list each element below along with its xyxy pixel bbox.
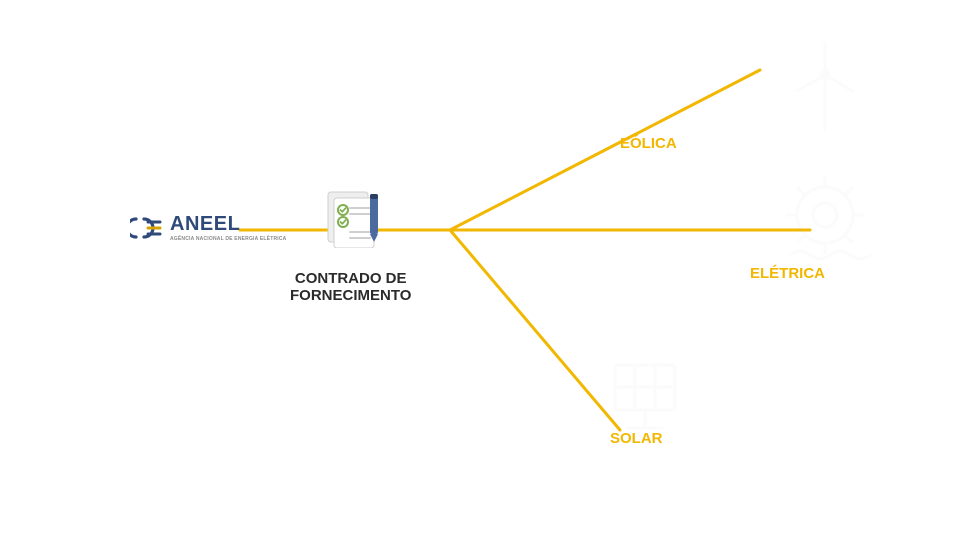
contract-document-icon [320,188,390,248]
label-eletrica: ELÉTRICA [750,265,825,282]
hydro-watermark-icon [770,160,880,275]
diagram-stage: ANEEL AGÊNCIA NACIONAL DE ENERGIA ELÉTRI… [0,0,960,540]
aneel-logo-mark-icon [130,215,164,241]
label-solar: SOLAR [610,430,663,447]
label-eolica: EÓLICA [620,135,677,152]
aneel-logo: ANEEL AGÊNCIA NACIONAL DE ENERGIA ELÉTRI… [130,213,286,242]
label-contrado: CONTRADO DE FORNECIMENTO [290,270,411,305]
aneel-logo-subtext: AGÊNCIA NACIONAL DE ENERGIA ELÉTRICA [170,236,286,242]
wind-watermark-icon [770,30,880,145]
aneel-logo-text: ANEEL [170,213,286,236]
